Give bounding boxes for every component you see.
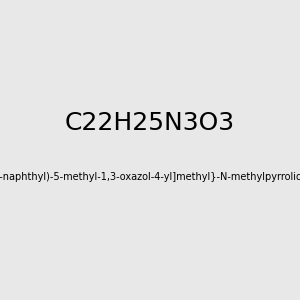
Text: 1-{[2-(4-methoxy-1-naphthyl)-5-methyl-1,3-oxazol-4-yl]methyl}-N-methylpyrrolidin: 1-{[2-(4-methoxy-1-naphthyl)-5-methyl-1,… bbox=[0, 172, 300, 182]
Text: C22H25N3O3: C22H25N3O3 bbox=[65, 111, 235, 135]
